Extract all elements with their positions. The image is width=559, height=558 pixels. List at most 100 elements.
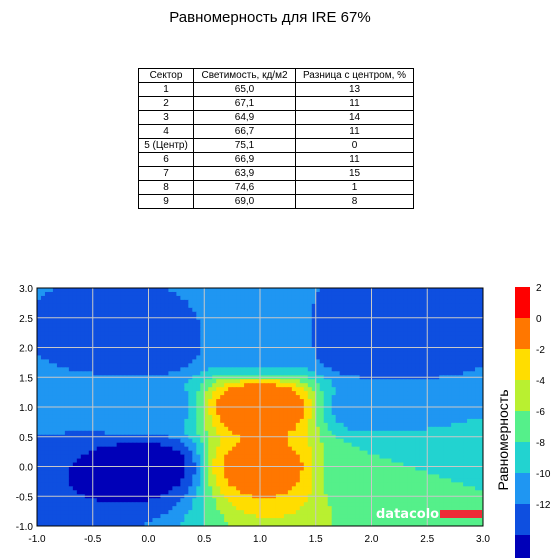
contour-cell	[148, 351, 154, 357]
contour-cell	[208, 367, 213, 372]
contour-cell	[64, 339, 70, 345]
contour-cell	[391, 335, 396, 341]
contour-cell	[88, 363, 94, 368]
contour-cell	[367, 295, 373, 301]
contour-cell	[467, 438, 472, 444]
contour-cell	[188, 391, 193, 396]
contour-cell	[108, 383, 114, 388]
contour-cell	[244, 331, 249, 337]
contour-cell	[132, 454, 138, 460]
contour-cell	[160, 438, 166, 444]
contour-cell	[263, 446, 269, 452]
contour-cell	[76, 446, 82, 452]
contour-cell	[379, 458, 385, 464]
contour-cell	[168, 414, 173, 420]
contour-cell	[363, 399, 369, 404]
contour-cell	[391, 371, 396, 376]
contour-cell	[299, 458, 305, 464]
contour-cell	[339, 414, 345, 420]
contour-cell	[459, 355, 464, 360]
contour-cell	[355, 454, 361, 460]
contour-cell	[459, 307, 464, 313]
contour-cell	[331, 343, 337, 349]
contour-cell	[212, 323, 217, 329]
contour-cell	[303, 327, 309, 333]
contour-cell	[116, 442, 122, 448]
contour-cell	[80, 311, 86, 317]
contour-cell	[232, 371, 237, 376]
contour-cell	[399, 379, 404, 384]
contour-cell	[403, 363, 408, 368]
contour-cell	[204, 403, 209, 408]
contour-cell	[100, 450, 106, 456]
contour-cell	[339, 307, 345, 313]
contour-cell	[311, 323, 317, 329]
contour-cell	[216, 303, 221, 309]
contour-cell	[84, 303, 90, 309]
contour-cell	[96, 331, 102, 337]
contour-cell	[355, 442, 361, 448]
contour-cell	[459, 399, 464, 404]
contour-cell	[108, 288, 114, 293]
contour-cell	[359, 367, 365, 372]
contour-cell	[212, 454, 217, 460]
contour-cell	[188, 395, 193, 400]
contour-cell	[475, 454, 480, 460]
contour-cell	[108, 319, 114, 325]
contour-cell	[248, 335, 253, 341]
contour-cell	[311, 418, 317, 424]
contour-cell	[431, 288, 436, 293]
contour-cell	[104, 343, 110, 349]
contour-cell	[128, 319, 134, 325]
contour-cell	[168, 403, 173, 408]
contour-cell	[120, 311, 126, 317]
contour-cell	[156, 363, 162, 368]
contour-cell	[375, 458, 381, 464]
contour-cell	[271, 442, 277, 448]
contour-cell	[455, 311, 460, 317]
contour-cell	[443, 418, 448, 424]
contour-cell	[104, 391, 110, 396]
contour-cell	[192, 295, 197, 301]
contour-cell	[192, 299, 197, 305]
contour-cell	[180, 331, 185, 337]
contour-cell	[287, 399, 293, 404]
contour-cell	[455, 331, 460, 337]
contour-cell	[64, 299, 70, 305]
contour-cell	[200, 311, 205, 317]
contour-cell	[80, 327, 86, 333]
contour-cell	[415, 387, 420, 392]
contour-cell	[447, 327, 452, 333]
contour-cell	[208, 335, 213, 341]
contour-cell	[411, 438, 416, 444]
contour-cell	[343, 438, 349, 444]
contour-cell	[331, 335, 337, 341]
contour-cell	[447, 438, 452, 444]
contour-cell	[68, 295, 74, 301]
contour-cell	[224, 288, 229, 293]
contour-cell	[455, 299, 460, 305]
contour-cell	[271, 430, 277, 436]
contour-cell	[176, 446, 181, 452]
contour-cell	[248, 422, 253, 428]
contour-cell	[363, 323, 369, 329]
contour-cell	[124, 387, 130, 392]
contour-cell	[228, 327, 233, 333]
contour-cell	[363, 299, 369, 305]
contour-cell	[287, 343, 293, 349]
contour-cell	[240, 299, 245, 305]
contour-cell	[228, 347, 233, 353]
contour-cell	[451, 391, 456, 396]
contour-cell	[343, 395, 349, 400]
contour-cell	[351, 295, 357, 301]
contour-cell	[44, 454, 50, 460]
contour-cell	[120, 339, 126, 345]
contour-cell	[40, 418, 46, 424]
contour-cell	[287, 288, 293, 293]
contour-cell	[104, 403, 110, 408]
contour-cell	[204, 407, 209, 412]
contour-cell	[72, 462, 78, 468]
contour-cell	[68, 307, 74, 313]
contour-cell	[439, 387, 444, 392]
contour-cell	[37, 303, 42, 309]
